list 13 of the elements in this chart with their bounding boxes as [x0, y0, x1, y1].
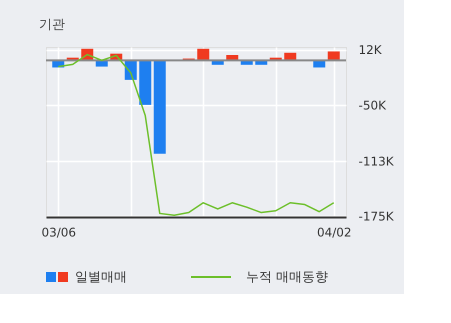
line-series: [58, 54, 334, 216]
y-tick-label: -113K: [358, 154, 395, 168]
y-tick-label: 12K: [358, 43, 383, 58]
legend-label: 일별매매: [75, 270, 127, 285]
chart-title: 기관: [38, 18, 65, 33]
bar: [197, 48, 210, 60]
y-tick-label: -50K: [358, 98, 388, 112]
y-tick-label: -175K: [358, 210, 395, 224]
x-tick-label: 04/02: [316, 226, 352, 240]
bar: [139, 60, 152, 105]
x-tick-label: 03/06: [41, 226, 76, 240]
bar: [154, 60, 166, 154]
legend-label: 누적 매매동향: [246, 270, 328, 285]
